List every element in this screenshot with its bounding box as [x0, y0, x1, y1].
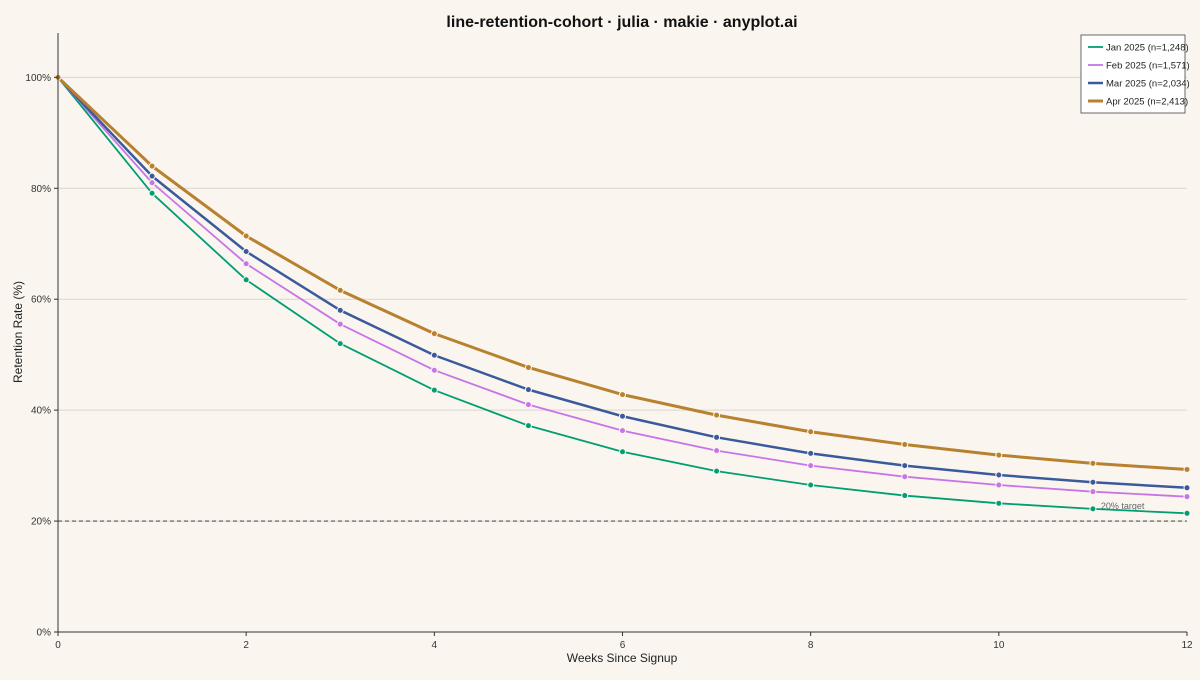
data-point	[807, 449, 815, 457]
reference-line-group: 20% target	[58, 501, 1187, 522]
series-1	[54, 73, 1191, 517]
data-point	[995, 481, 1003, 489]
data-point	[807, 481, 815, 489]
data-point	[148, 179, 156, 187]
data-point	[619, 391, 626, 399]
x-tick-label: 10	[993, 640, 1005, 651]
data-point	[1089, 488, 1097, 496]
data-point	[430, 351, 438, 359]
data-point	[242, 232, 250, 240]
data-point	[901, 441, 909, 449]
data-point	[1089, 459, 1097, 467]
x-tick-label: 6	[620, 640, 626, 651]
x-tick-label: 4	[432, 640, 438, 651]
data-point	[524, 363, 532, 371]
data-point	[1089, 505, 1097, 513]
data-point	[901, 462, 909, 470]
data-point	[1089, 478, 1097, 486]
data-point	[148, 172, 156, 180]
axes	[57, 33, 1187, 633]
legend: Jan 2025 (n=1,248) Feb 2025 (n=1,571) Mar …	[1080, 34, 1190, 114]
data-point	[242, 248, 250, 256]
data-point	[1183, 465, 1191, 473]
series-line	[56, 76, 1188, 471]
data-point	[148, 189, 156, 197]
data-point	[619, 448, 626, 456]
data-point	[995, 471, 1003, 479]
y-tick-label: 100%	[25, 73, 51, 84]
x-tick-label: 0	[55, 640, 61, 651]
data-point	[807, 462, 815, 470]
y-tick-label: 20%	[31, 517, 51, 528]
data-point	[1183, 484, 1191, 492]
chart-title: line-retention-cohort · julia · makie · …	[446, 14, 797, 31]
data-point	[713, 467, 721, 475]
data-point	[524, 401, 532, 409]
legend-label: Apr 2025 (n=2,413)	[1106, 97, 1188, 108]
data-point	[242, 276, 250, 284]
x-tick-label: 12	[1181, 640, 1193, 651]
data-point	[619, 412, 626, 420]
data-point	[336, 340, 344, 348]
data-point	[995, 499, 1003, 507]
data-point	[901, 473, 909, 481]
data-point	[430, 366, 438, 374]
tick-labels: 0 2 4 6 8 10 12 0% 20% 40% 60% 80% 100%	[25, 73, 1193, 651]
legend-label: Feb 2025 (n=1,571)	[1106, 61, 1190, 72]
data-point	[336, 306, 344, 314]
legend-label: Jan 2025 (n=1,248)	[1106, 43, 1189, 54]
data-point	[148, 162, 156, 170]
x-axis-title: Weeks Since Signup	[567, 651, 678, 665]
data-point	[336, 320, 344, 328]
data-point	[901, 492, 909, 500]
data-point	[336, 286, 344, 294]
x-tick-label: 8	[808, 640, 814, 651]
series-group	[54, 73, 1191, 517]
y-tick-label: 0%	[37, 628, 52, 639]
legend-label: Mar 2025 (n=2,034)	[1106, 79, 1190, 90]
series-4	[54, 73, 1191, 473]
data-point	[713, 447, 721, 455]
y-tick-label: 80%	[31, 184, 51, 195]
data-point	[524, 422, 532, 430]
data-point	[713, 411, 721, 419]
data-point	[995, 451, 1003, 459]
target-reference-label: 20% target	[1101, 501, 1145, 511]
data-point	[1183, 509, 1191, 517]
y-axis-title: Retention Rate (%)	[11, 281, 25, 383]
data-point	[524, 386, 532, 394]
data-point	[1183, 493, 1191, 501]
series-line	[57, 76, 1188, 490]
series-2	[54, 73, 1191, 501]
data-point	[430, 330, 438, 338]
x-tick-label: 2	[243, 640, 249, 651]
series-line	[57, 76, 1188, 515]
data-point	[713, 433, 721, 441]
data-point	[430, 386, 438, 394]
data-point	[807, 428, 815, 436]
data-point	[619, 427, 626, 435]
y-tick-label: 60%	[31, 295, 51, 306]
data-point	[242, 260, 250, 268]
y-tick-label: 40%	[31, 406, 51, 417]
